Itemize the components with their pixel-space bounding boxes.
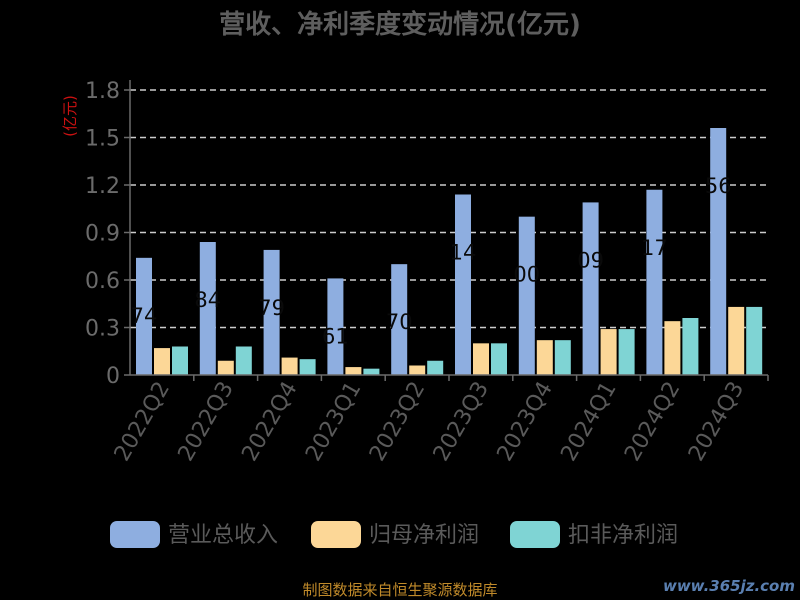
bar [600, 329, 617, 375]
x-tick-label: 2022Q3 [174, 378, 239, 466]
y-axis-unit: (亿元) [61, 95, 79, 137]
x-tick-label: 2024Q3 [684, 378, 749, 466]
bar [172, 346, 188, 375]
bar [455, 194, 471, 375]
bar [473, 343, 489, 375]
y-tick-label: 0.6 [85, 269, 120, 294]
bar [235, 346, 252, 375]
x-tick-label: 2022Q2 [110, 378, 175, 466]
data-label: 61 [322, 324, 349, 348]
legend-label: 归母净利润 [369, 523, 479, 548]
legend-item[interactable]: 营业总收入 [110, 521, 278, 548]
x-tick-label: 2023Q1 [301, 378, 366, 466]
data-label: 56 [705, 174, 732, 198]
bar [646, 189, 663, 375]
data-label: 17 [641, 236, 668, 260]
bar [554, 340, 571, 375]
bar [518, 216, 535, 375]
legend-swatch [311, 521, 361, 548]
bar [299, 359, 316, 375]
data-label: 09 [577, 248, 604, 272]
data-label: 74 [131, 304, 158, 328]
chart-title: 营收、净利季度变动情况(亿元) [219, 9, 581, 40]
bar [710, 128, 727, 375]
y-tick-label: 0 [106, 364, 120, 389]
y-tick-label: 1.5 [85, 127, 120, 152]
data-label: 84 [194, 288, 221, 312]
bar [582, 202, 599, 375]
bar [136, 257, 152, 375]
bar [491, 343, 507, 375]
bar [327, 278, 344, 375]
y-tick-label: 0.3 [85, 317, 120, 342]
y-tick-label: 1.2 [85, 174, 120, 199]
bar [618, 329, 635, 375]
legend-swatch [110, 521, 160, 548]
bars [136, 128, 763, 375]
bar [409, 365, 426, 375]
data-label: 70 [386, 310, 413, 334]
bar [664, 321, 681, 375]
bar [217, 360, 234, 375]
watermark: www.365jz.com [663, 577, 795, 595]
x-tick-label: 2024Q1 [556, 378, 621, 466]
bar [154, 348, 170, 375]
bar [345, 367, 362, 375]
bar [199, 242, 216, 375]
bar [263, 249, 280, 375]
bar [281, 357, 298, 375]
bar [728, 306, 745, 375]
bar [536, 340, 553, 375]
y-tick-label: 0.9 [85, 222, 120, 247]
bar [682, 318, 699, 375]
x-tick-label: 2023Q2 [365, 378, 430, 466]
x-tick-label: 2023Q3 [429, 378, 494, 466]
bar [391, 264, 408, 375]
x-tick-label: 2024Q2 [620, 378, 685, 466]
source-note: 制图数据来自恒生聚源数据库 [302, 581, 497, 599]
data-label: 00 [513, 263, 540, 287]
data-labels: 74 84 79 61 70 14 00 09 17 56 [131, 174, 732, 348]
grid [130, 89, 768, 329]
x-tick-label: 2022Q4 [237, 378, 302, 466]
data-label: 14 [450, 241, 477, 265]
bar [363, 368, 380, 375]
legend-swatch [510, 521, 560, 548]
bar [427, 360, 444, 375]
x-tick-label: 2023Q4 [493, 378, 558, 466]
data-label: 79 [258, 296, 285, 320]
legend[interactable]: 营业总收入 归母净利润 扣非净利润 [110, 521, 678, 548]
bar [746, 306, 763, 375]
legend-item[interactable]: 扣非净利润 [510, 521, 678, 548]
y-tick-label: 1.8 [85, 79, 120, 104]
legend-label: 扣非净利润 [568, 523, 678, 548]
legend-item[interactable]: 归母净利润 [311, 521, 479, 548]
legend-label: 营业总收入 [168, 523, 278, 548]
